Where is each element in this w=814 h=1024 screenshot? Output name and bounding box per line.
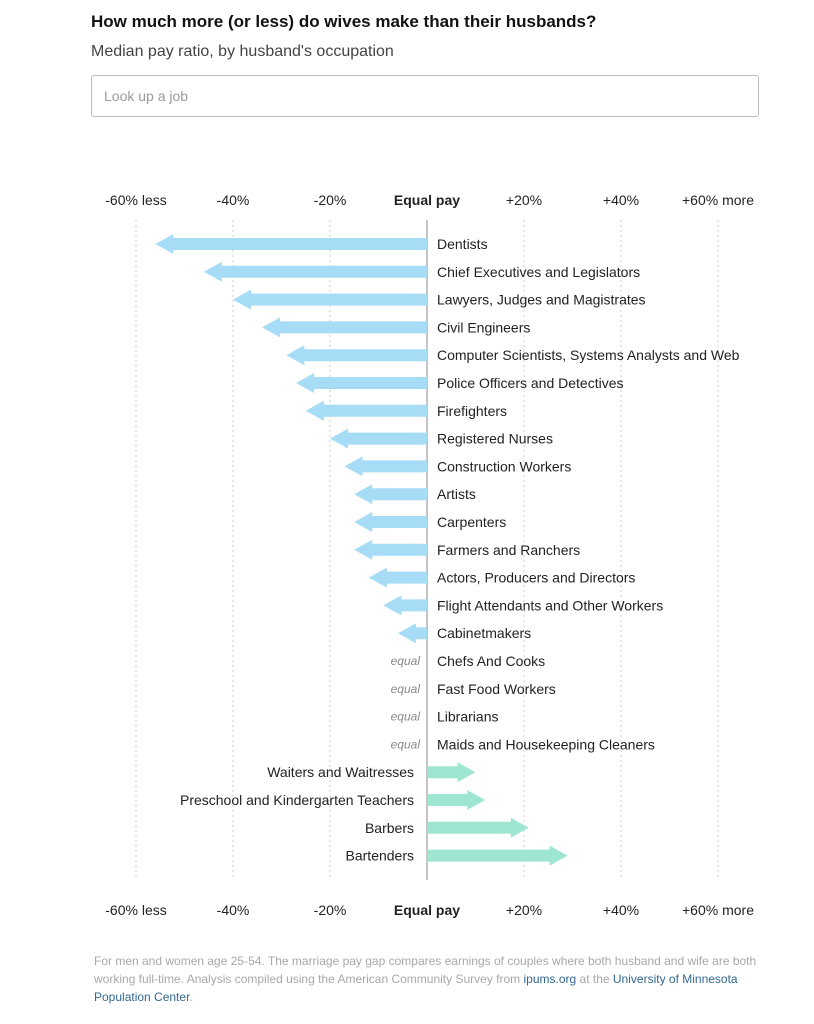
bar-arrow-negative — [397, 623, 427, 644]
bar-arrow-positive — [427, 817, 529, 838]
category-label: Chief Executives and Legislators — [437, 264, 640, 280]
category-label: Artists — [437, 486, 476, 502]
top-tick-label: -20% — [314, 192, 347, 208]
bottom-tick-label: -20% — [314, 902, 347, 918]
category-label: Flight Attendants and Other Workers — [437, 597, 663, 613]
equal-marker: equal — [391, 682, 421, 696]
mpc-link[interactable]: University of Minnesota Population Cente… — [94, 972, 738, 1004]
category-label: Carpenters — [437, 514, 506, 530]
category-label: Lawyers, Judges and Magistrates — [437, 292, 646, 308]
top-tick-label: +40% — [603, 192, 639, 208]
bottom-tick-label: -40% — [217, 902, 250, 918]
bottom-tick-label: Equal pay — [394, 902, 460, 918]
category-label: Construction Workers — [437, 458, 571, 474]
category-label: Actors, Producers and Directors — [437, 570, 635, 586]
bar-arrow-negative — [203, 261, 427, 282]
category-label: Preschool and Kindergarten Teachers — [180, 792, 414, 808]
top-tick-label: -40% — [217, 192, 250, 208]
bar-arrow-negative — [354, 484, 427, 505]
category-label: Farmers and Ranchers — [437, 542, 580, 558]
category-label: Barbers — [365, 820, 414, 836]
equal-marker: equal — [391, 710, 421, 724]
ipums-link[interactable]: ipums.org — [523, 972, 577, 986]
top-axis: -60% less -40% -20% Equal pay +20% +40% +60% m… — [105, 192, 754, 208]
chart-title: How much more (or less) do wives make th… — [91, 12, 597, 31]
top-tick-label: -60% less — [105, 192, 166, 208]
category-label: Computer Scientists, Systems Analysts an… — [437, 347, 740, 363]
bar-arrow-positive — [427, 845, 568, 866]
category-label: Librarians — [437, 709, 498, 725]
bar-arrow-negative — [354, 512, 427, 532]
bar-arrow-negative — [344, 456, 427, 477]
bar-arrow-negative — [305, 400, 427, 421]
bar-arrow-negative — [155, 234, 427, 254]
footnote-text: For men and women age 25-54. The marriag… — [94, 954, 757, 986]
bar-arrow-negative — [354, 539, 427, 560]
bar-arrow-negative — [262, 317, 427, 338]
top-tick-label: Equal pay — [394, 192, 460, 208]
chart-subtitle: Median pay ratio, by husband's occupatio… — [91, 43, 394, 60]
category-label: Chefs And Cooks — [437, 653, 545, 669]
footnote-text-end: . — [189, 990, 193, 1004]
bar-arrow-positive — [427, 790, 486, 810]
labels-layer: Dentists Chief Executives and Legislators… — [180, 236, 740, 864]
bottom-tick-label: +60% more — [682, 902, 754, 918]
category-label: Waiters and Waitresses — [267, 764, 414, 780]
equal-marker: equal — [391, 737, 421, 751]
category-label: Bartenders — [346, 848, 414, 864]
bar-arrow-negative — [330, 428, 427, 449]
bars-layer — [155, 234, 568, 866]
bar-arrow-negative — [383, 595, 427, 616]
job-search-input[interactable] — [92, 76, 758, 116]
bar-arrow-negative — [286, 345, 427, 366]
top-tick-label: +20% — [506, 192, 542, 208]
category-label: Firefighters — [437, 403, 507, 419]
category-label: Civil Engineers — [437, 319, 530, 335]
equal-marker: equal — [391, 654, 421, 668]
category-label: Maids and Housekeeping Cleaners — [437, 736, 655, 752]
bottom-tick-label: +20% — [506, 902, 542, 918]
job-search-box[interactable] — [91, 75, 759, 117]
bottom-tick-label: +40% — [603, 902, 639, 918]
category-label: Fast Food Workers — [437, 681, 556, 697]
category-label: Registered Nurses — [437, 431, 553, 447]
category-label: Cabinetmakers — [437, 625, 531, 641]
bar-arrow-negative — [296, 373, 427, 393]
top-tick-label: +60% more — [682, 192, 754, 208]
category-label: Dentists — [437, 236, 488, 252]
footnote: For men and women age 25-54. The marriag… — [94, 952, 762, 1006]
footnote-text-mid: at the — [576, 972, 613, 986]
pay-ratio-chart: -60% less -40% -20% Equal pay +20% +40% +60% m… — [105, 192, 754, 918]
bar-arrow-negative — [368, 567, 427, 588]
category-label: Police Officers and Detectives — [437, 375, 624, 391]
bar-arrow-negative — [233, 289, 427, 310]
bottom-axis: -60% less -40% -20% Equal pay +20% +40% +60% m… — [105, 902, 754, 918]
bottom-tick-label: -60% less — [105, 902, 166, 918]
bar-arrow-positive — [427, 762, 476, 783]
